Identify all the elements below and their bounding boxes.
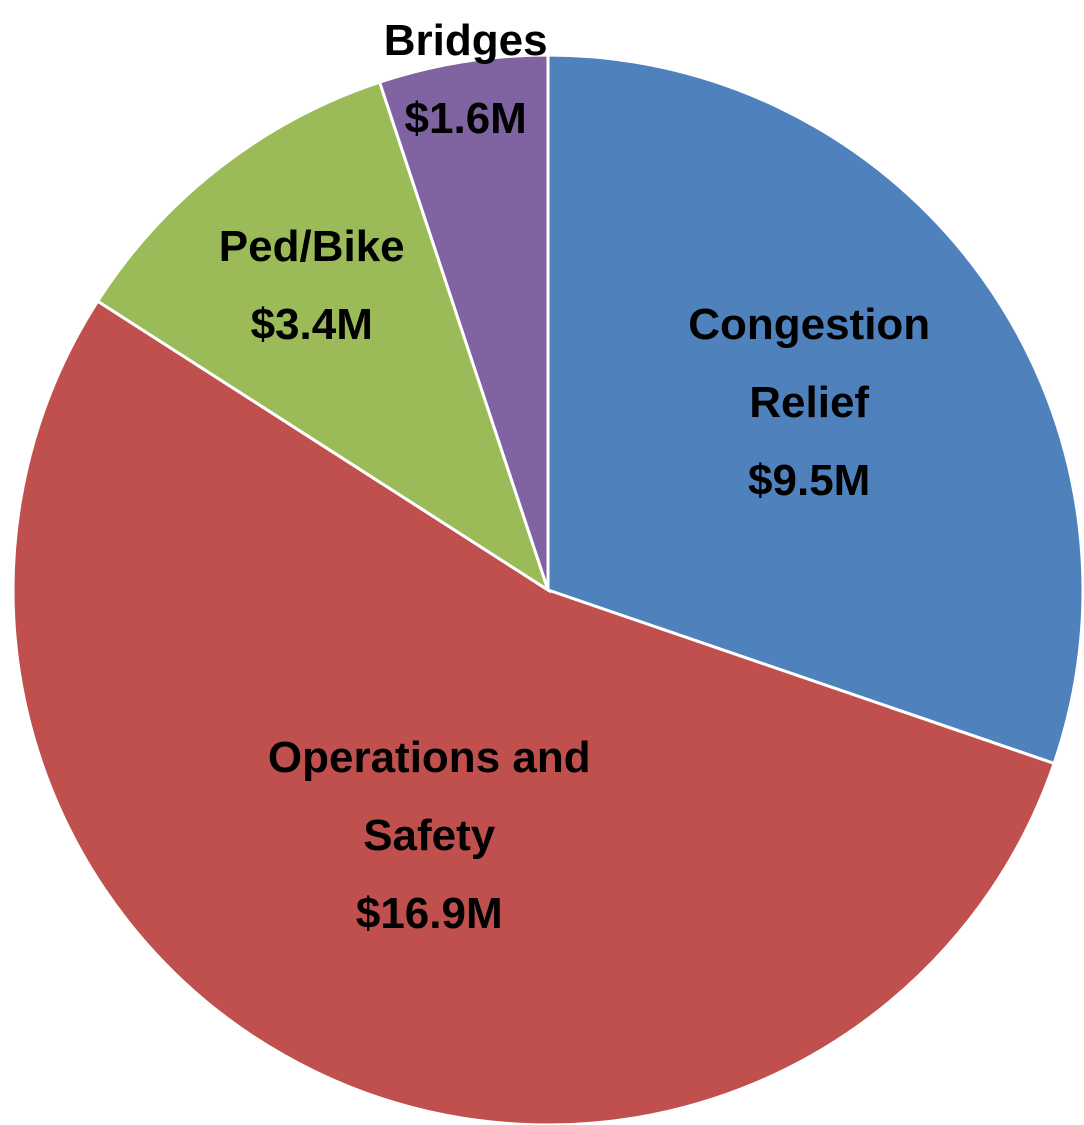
pie-slice [11, 299, 1057, 1125]
pie-slice [95, 80, 551, 594]
pie-slice [377, 53, 550, 591]
category-label: Congestion Relief [688, 300, 931, 428]
value-label: $16.9M [355, 888, 503, 938]
slice-label: Congestion Relief $9.5M [644, 286, 974, 520]
pie-slice [546, 53, 1084, 766]
slice-label: Bridges $1.6M [316, 2, 616, 158]
category-label: Operations and Safety [267, 732, 591, 860]
slice-label: Operations and Safety $16.9M [209, 719, 649, 953]
value-label: $1.6M [404, 94, 527, 144]
category-label: Bridges [383, 16, 548, 66]
value-label: $9.5M [748, 456, 871, 506]
slice-label: Ped/Bike $3.4M [162, 208, 462, 364]
category-label: Ped/Bike [218, 221, 405, 271]
value-label: $3.4M [250, 299, 373, 349]
